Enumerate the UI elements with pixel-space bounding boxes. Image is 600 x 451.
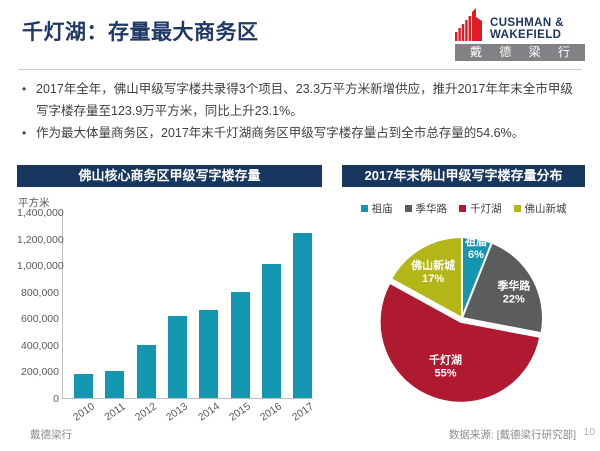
company-logo: CUSHMAN & WAKEFIELD 戴 德 梁 行	[455, 8, 585, 61]
footer-company-name: 戴德梁行	[30, 429, 72, 441]
legend-swatch-千灯湖	[459, 205, 466, 212]
pie-chart: 祖庙 6% 季华路 22% 千灯湖 55% 佛山新城 17%	[378, 234, 544, 404]
pie-slice-千灯湖	[378, 281, 542, 404]
logo-line2: WAKEFIELD	[490, 28, 562, 41]
bar-chart-panel: 佛山核心商务区甲级写字楼存量 平方米 2010 2011 2012 2013 2014 2…	[17, 165, 322, 435]
y-tick-label: 1,200,000	[17, 233, 64, 246]
pie-label-千灯湖: 千灯湖 55%	[429, 353, 462, 380]
header-divider	[18, 69, 582, 70]
legend-label: 季华路	[415, 203, 448, 215]
bullet-text: 2017年全年，佛山甲级写字楼共录得3个项目、23.3万平方米新增供应，推升20…	[36, 82, 573, 118]
y-tick-label: 200,000	[21, 366, 59, 379]
logo-wordmark: CUSHMAN & WAKEFIELD	[490, 17, 564, 41]
bullet-text: 作为最大体量商务区，2017年末千灯湖商务区甲级写字楼存量占到全市总存量的54.…	[36, 125, 525, 140]
footer-data-source: 数据来源: [戴德梁行研究部]	[448, 429, 576, 441]
bar-chart-title: 佛山核心商务区甲级写字楼存量	[17, 165, 322, 187]
page-number: 10	[583, 426, 595, 438]
bullet-marker: •	[22, 82, 27, 96]
bar-2015	[230, 291, 250, 398]
legend-label: 千灯湖	[470, 203, 502, 215]
pie-slice-佛山新城	[390, 236, 463, 319]
bar-2014	[199, 309, 219, 398]
pie-chart-legend: 祖庙 季华路 千灯湖 佛山新城	[342, 201, 585, 216]
y-tick-label: 400,000	[21, 339, 59, 352]
y-tick-label: 800,000	[21, 286, 59, 299]
bullet-item: • 2017年全年，佛山甲级写字楼共录得3个项目、23.3万平方米新增供应，推升…	[22, 79, 584, 123]
y-tick-label: 1,400,000	[17, 207, 64, 219]
x-tick-label: 2016	[258, 400, 285, 424]
pie-label-季华路: 季华路 22%	[496, 279, 531, 306]
bar-2016	[261, 264, 281, 398]
bullet-list: • 2017年全年，佛山甲级写字楼共录得3个项目、23.3万平方米新增供应，推升…	[22, 79, 584, 145]
legend-label: 佛山新城	[524, 203, 567, 215]
legend-swatch-祖庙	[360, 205, 368, 212]
bar-2011	[105, 370, 125, 398]
legend-item-佛山新城: 佛山新城	[513, 201, 567, 216]
pie-slice-季华路	[461, 241, 544, 335]
y-tick-label: 600,000	[21, 313, 59, 326]
pie-chart-title: 2017年末佛山甲级写字楼存量分布	[342, 165, 585, 187]
bar-2017	[293, 233, 313, 398]
bar-2010	[74, 374, 93, 398]
legend-swatch-季华路	[404, 205, 412, 212]
x-tick-label: 2017	[289, 400, 316, 424]
bullet-marker: •	[22, 125, 27, 140]
y-tick-label: 1,000,000	[17, 260, 64, 273]
bar-chart-unit-label: 平方米	[18, 197, 50, 209]
pie-label-祖庙: 祖庙 6%	[464, 234, 487, 261]
bar-chart-plot: 2010 2011 2012 2013 2014 2015 2016 2017	[62, 213, 316, 424]
page-title: 千灯湖：存量最大商务区	[22, 21, 259, 44]
y-tick-label: 0	[53, 393, 59, 405]
logo-line1: CUSHMAN &	[490, 16, 564, 29]
bar-2012	[136, 344, 156, 398]
x-tick-label: 2014	[195, 400, 222, 424]
legend-item-祖庙: 祖庙	[360, 201, 393, 216]
building-icon	[455, 8, 482, 41]
logo-chinese-bar: 戴 德 梁 行	[455, 44, 585, 61]
bar-2013	[167, 315, 187, 398]
pie-label-佛山新城: 佛山新城 17%	[410, 258, 455, 285]
x-tick-label: 2013	[164, 400, 191, 424]
x-tick-label: 2010	[70, 400, 97, 424]
legend-label: 祖庙	[371, 203, 393, 215]
pie-chart-panel: 2017年末佛山甲级写字楼存量分布 祖庙 季华路 千灯湖 佛山新城 祖庙 6% 季华路 22…	[342, 165, 585, 435]
legend-swatch-佛山新城	[513, 205, 521, 212]
bullet-item: • 作为最大体量商务区，2017年末千灯湖商务区甲级写字楼存量占到全市总存量的5…	[22, 123, 584, 145]
logo-top-row: CUSHMAN & WAKEFIELD	[455, 8, 585, 41]
legend-item-千灯湖: 千灯湖	[459, 201, 502, 216]
legend-item-季华路: 季华路	[404, 201, 448, 216]
